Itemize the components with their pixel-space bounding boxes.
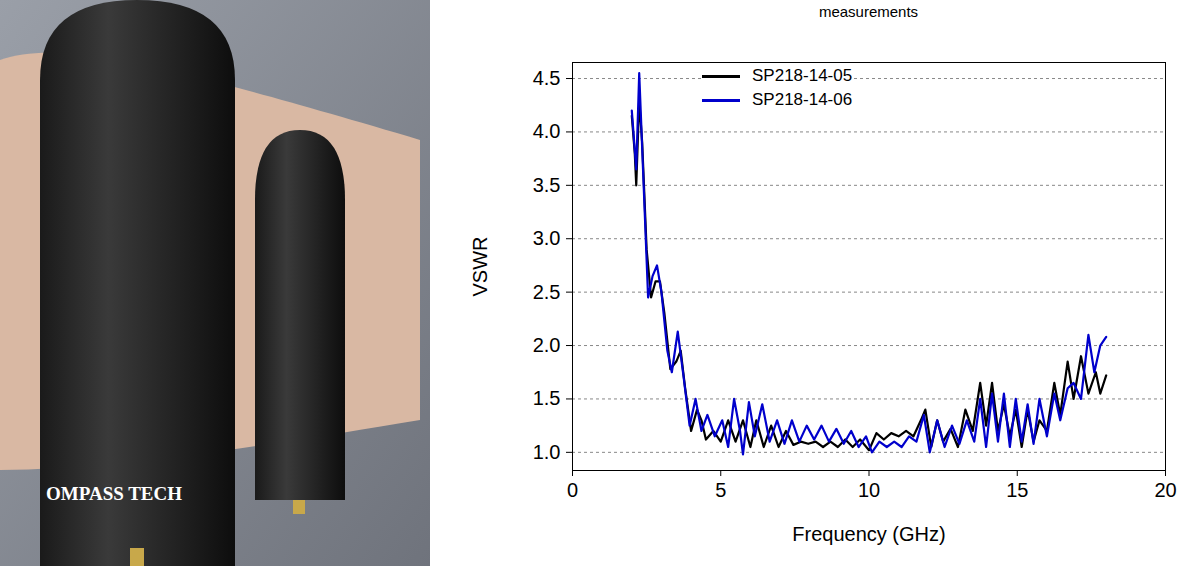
svg-text:OMPASS TECH: OMPASS TECH <box>46 483 182 504</box>
svg-text:2.5: 2.5 <box>533 281 561 303</box>
html-text:SP218-14-06: SP218-14-06 <box>752 90 853 109</box>
svg-text:10: 10 <box>858 479 880 501</box>
svg-text:4.5: 4.5 <box>533 67 561 89</box>
html-text:measurements: measurements <box>818 3 919 20</box>
svg-text:4.0: 4.0 <box>533 120 561 142</box>
svg-text:1.5: 1.5 <box>533 387 561 409</box>
svg-text:3.0: 3.0 <box>533 227 561 249</box>
svg-text:VSWR: VSWR <box>469 237 491 297</box>
svg-text:5: 5 <box>715 479 726 501</box>
html-text:SP218-14-05: SP218-14-05 <box>752 66 853 85</box>
svg-text:Frequency (GHz): Frequency (GHz) <box>792 523 945 545</box>
svg-text:15: 15 <box>1006 479 1028 501</box>
svg-text:0: 0 <box>567 479 578 501</box>
svg-text:2.0: 2.0 <box>533 334 561 356</box>
svg-text:3.5: 3.5 <box>533 174 561 196</box>
svg-text:20: 20 <box>1154 479 1176 501</box>
svg-text:1.0: 1.0 <box>533 441 561 463</box>
